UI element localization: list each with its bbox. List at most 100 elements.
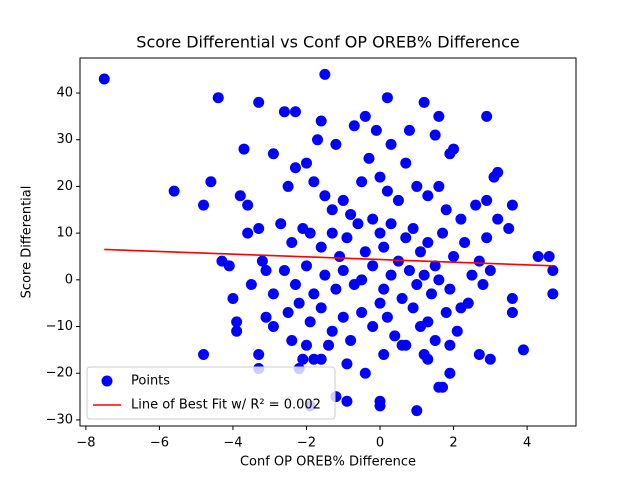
point [378,349,390,361]
point [437,227,449,239]
point [374,171,386,183]
point [414,246,426,258]
point [242,199,254,211]
point [326,325,338,337]
point [407,222,419,234]
point [282,180,294,192]
point [341,232,353,244]
point [312,134,324,146]
point [359,367,371,379]
point [227,293,239,305]
point [470,199,482,211]
point [289,162,301,174]
point [374,297,386,309]
point [286,335,298,347]
point [370,124,382,136]
point [433,274,445,286]
x-tick-label: 2 [449,436,457,451]
point [543,250,555,262]
point [367,321,379,333]
point [547,288,559,300]
point [429,335,441,347]
point [448,143,460,155]
point [304,316,316,328]
fit-line [104,248,553,267]
point [260,311,272,323]
x-tick-label: −2 [297,436,316,451]
point [385,218,397,230]
point [418,269,430,281]
point [433,180,445,192]
legend-label: Points [131,374,170,389]
point [403,124,415,136]
point [300,157,312,169]
point [315,302,327,314]
point [289,106,301,118]
point [429,260,441,272]
point [437,381,449,393]
point [286,236,298,248]
point [300,260,312,272]
point [418,349,430,361]
point [506,307,518,319]
point [459,236,471,248]
point [484,264,496,276]
point [433,110,445,122]
point [345,208,357,220]
point [326,227,338,239]
point [359,110,371,122]
point [378,283,390,295]
point [411,180,423,192]
point [326,204,338,216]
point [532,250,544,262]
point [411,278,423,290]
point [444,367,456,379]
point [396,293,408,305]
point [278,106,290,118]
point [337,264,349,276]
legend-box [86,366,336,420]
point [267,148,279,160]
y-tick-label: 0 [65,272,73,287]
point [359,246,371,258]
point [466,269,478,281]
point [300,339,312,351]
point [297,353,309,365]
point [392,255,404,267]
point [260,264,272,276]
point [356,176,368,188]
point [253,222,265,234]
point [308,288,320,300]
point [348,120,360,132]
point [253,96,265,108]
point [422,316,434,328]
point [481,110,493,122]
point [403,264,415,276]
point [337,194,349,206]
point [352,218,364,230]
point [223,260,235,272]
point [289,278,301,290]
y-tick-label: −20 [46,366,73,381]
point [330,283,342,295]
point [345,335,357,347]
point [330,138,342,150]
x-tick-label: 0 [376,436,384,451]
point [448,250,460,262]
point [282,307,294,319]
legend-marker [101,375,113,387]
y-axis-label: Score Differential [20,186,35,299]
point [400,339,412,351]
point [341,358,353,370]
point [392,194,404,206]
point [444,283,456,295]
point [367,260,379,272]
point [315,115,327,127]
point [422,236,434,248]
point [378,241,390,253]
point [492,213,504,225]
point [385,138,397,150]
point [481,232,493,244]
point [341,395,353,407]
